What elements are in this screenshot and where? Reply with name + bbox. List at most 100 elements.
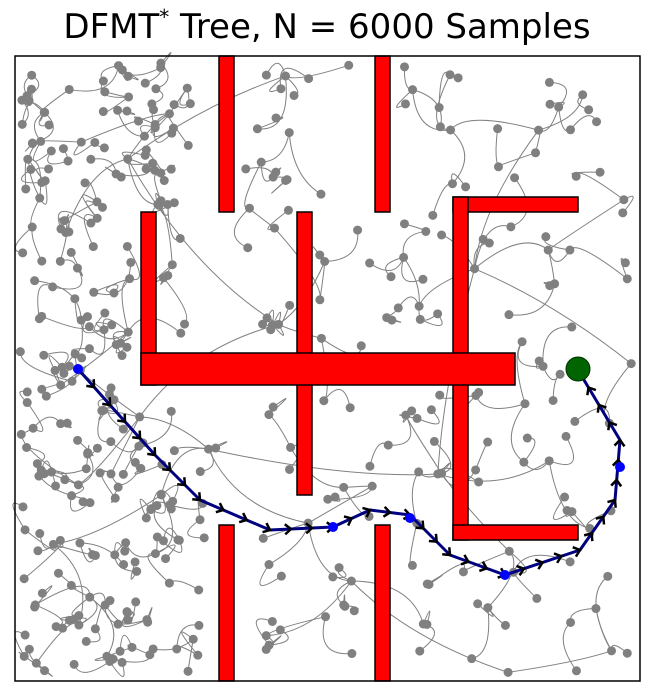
tree-edge — [495, 128, 499, 168]
tree-node — [407, 406, 417, 416]
tree-edge — [139, 416, 209, 450]
tree-node — [77, 353, 87, 363]
tree-edge — [436, 74, 451, 131]
tree-node — [321, 612, 331, 622]
tree-node — [194, 620, 204, 630]
tree-node — [367, 481, 377, 491]
tree-node — [503, 667, 513, 677]
tree-node — [474, 387, 484, 397]
tree-node — [27, 139, 37, 149]
tree-edge — [562, 622, 577, 672]
solution-path — [73, 356, 626, 580]
tree-edge — [510, 403, 526, 463]
tree-node — [320, 257, 330, 267]
tree-node — [185, 99, 195, 109]
tree-node — [58, 144, 68, 154]
tree-node — [140, 78, 150, 88]
tree-node — [471, 465, 481, 475]
obstacle — [374, 524, 391, 682]
tree-node — [89, 287, 99, 297]
tree-node — [344, 60, 354, 70]
tree-node — [80, 178, 90, 188]
tree-edge — [73, 141, 96, 156]
tree-node — [64, 84, 74, 94]
tree-node — [86, 218, 96, 228]
tree-edge — [569, 247, 628, 280]
waypoint — [73, 364, 83, 374]
tree-node — [124, 92, 134, 102]
tree-node — [519, 457, 529, 467]
tree-node — [281, 176, 291, 186]
path-arrow — [607, 420, 618, 431]
tree-node — [147, 99, 157, 109]
tree-node — [117, 657, 127, 667]
waypoint — [500, 570, 510, 580]
tree-node — [271, 113, 281, 123]
obstacle — [140, 352, 516, 386]
tree-node — [258, 319, 268, 329]
tree-node — [58, 623, 68, 633]
tree-node — [119, 560, 129, 570]
tree-node — [280, 71, 290, 81]
tree-node — [95, 468, 105, 478]
tree-node — [67, 376, 77, 386]
tree-node — [175, 233, 185, 243]
tree-node — [161, 554, 171, 564]
tree-node — [67, 491, 77, 501]
tree-node — [461, 182, 471, 192]
tree-node — [118, 424, 128, 434]
tree-node — [22, 91, 32, 101]
tree-node — [76, 137, 86, 147]
tree-node — [548, 395, 558, 405]
tree-node — [532, 593, 542, 603]
tree-node — [345, 403, 355, 413]
tree-node — [133, 116, 143, 126]
tree-node — [56, 380, 66, 390]
tree-edge — [261, 132, 290, 163]
path-arrow — [132, 430, 142, 440]
tree-node — [408, 85, 418, 95]
tree-node — [493, 162, 503, 172]
tree-node — [26, 84, 36, 94]
waypoint — [328, 522, 338, 532]
tree-node — [399, 252, 409, 262]
tree-node — [493, 124, 503, 134]
tree-node — [121, 538, 131, 548]
tree-edge — [538, 94, 584, 131]
path-arrow — [478, 560, 489, 573]
tree-node — [86, 154, 96, 164]
tree-node — [106, 437, 116, 447]
tree-node — [66, 580, 76, 590]
tree-node — [283, 205, 293, 215]
tree-node — [565, 125, 575, 135]
tree-node — [315, 250, 325, 260]
tree-node — [167, 260, 177, 270]
tree-edge — [575, 172, 625, 201]
tree-edge — [27, 158, 42, 199]
tree-node — [414, 467, 424, 477]
tree-node — [565, 245, 575, 255]
tree-node — [85, 592, 95, 602]
tree-node — [407, 560, 417, 570]
tree-node — [435, 390, 445, 400]
tree-node — [90, 137, 100, 147]
tree-node — [204, 444, 214, 454]
waypoint — [615, 462, 625, 472]
tree-node — [544, 456, 554, 466]
tree-node — [453, 73, 463, 83]
tree-node — [188, 634, 198, 644]
tree-node — [268, 402, 278, 412]
tree-node — [285, 464, 295, 474]
tree-node — [620, 258, 630, 268]
tree-node — [400, 62, 410, 72]
tree-nodes — [15, 58, 636, 677]
tree-node — [323, 494, 333, 504]
tree-node — [595, 167, 605, 177]
tree-node — [20, 525, 30, 535]
tree-node — [31, 658, 41, 668]
tree-node — [289, 90, 299, 100]
tree-edge — [474, 268, 632, 365]
tree-node — [483, 603, 493, 613]
tree-edge — [409, 523, 418, 567]
tree-node — [334, 563, 344, 573]
